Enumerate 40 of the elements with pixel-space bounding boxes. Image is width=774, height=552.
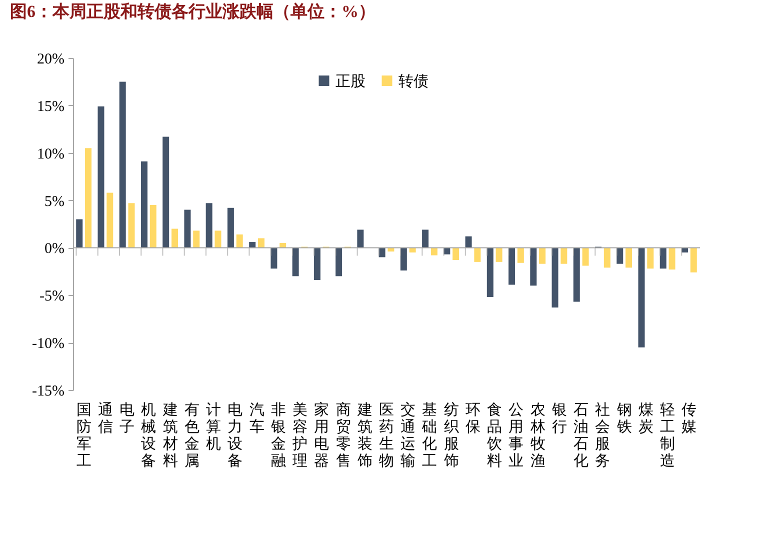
x-tick-label: 建筑装饰 <box>356 402 372 470</box>
x-tick-label: 建筑材料 <box>162 402 178 470</box>
x-tick-label: 医药生物 <box>379 402 394 470</box>
x-tick-label: 电子 <box>120 402 135 436</box>
y-tick-label: 20% <box>37 52 64 68</box>
x-tick-label: 农林牧渔 <box>529 402 546 470</box>
y-tick-label: 10% <box>37 146 64 162</box>
x-tick-label: 计算机 <box>206 402 222 452</box>
legend-label: 正股 <box>336 74 366 90</box>
x-tick-label: 非银金融 <box>270 402 286 470</box>
y-tick-label: 5% <box>44 194 64 210</box>
x-tick-label: 银行 <box>550 402 567 436</box>
x-tick-label: 有色金属 <box>184 402 200 470</box>
x-tick-label: 商贸零售 <box>336 402 351 470</box>
x-tick-label: 机械设备 <box>141 402 156 470</box>
x-tick-label: 石油石化 <box>574 402 589 470</box>
x-tick-label: 通信 <box>98 402 113 436</box>
x-tick-label: 食品饮料 <box>486 402 502 470</box>
x-tick-label: 煤炭 <box>638 402 654 436</box>
y-tick-label: -10% <box>32 336 64 352</box>
x-tick-label: 社会服务 <box>595 402 610 470</box>
chart-title: 图6：本周正股和转债各行业涨跌幅（单位：%） <box>10 2 376 21</box>
x-tick-label: 传媒 <box>682 402 697 436</box>
x-tick-label: 基础化工 <box>421 402 438 470</box>
x-tick-label: 环保 <box>465 402 480 436</box>
x-tick-label: 交通运输 <box>400 402 416 470</box>
y-tick-label: 0% <box>44 241 64 258</box>
y-tick-label: 15% <box>37 98 64 115</box>
x-tick-label: 美容护理 <box>292 402 308 470</box>
x-tick-label: 汽车 <box>249 402 264 436</box>
y-tick-label: -5% <box>40 288 64 305</box>
x-tick-label: 电力设备 <box>228 402 243 470</box>
x-tick-label: 轻工制造 <box>660 402 676 470</box>
x-tick-label: 公用事业 <box>508 402 524 470</box>
y-tick-label: -15% <box>32 384 64 400</box>
x-tick-label: 家用电器 <box>314 402 330 470</box>
legend-label: 转债 <box>398 72 428 90</box>
x-tick-label: 钢铁 <box>616 402 632 436</box>
x-tick-label: 纺织服饰 <box>442 402 459 470</box>
x-tick-label: 国防军工 <box>76 402 92 470</box>
